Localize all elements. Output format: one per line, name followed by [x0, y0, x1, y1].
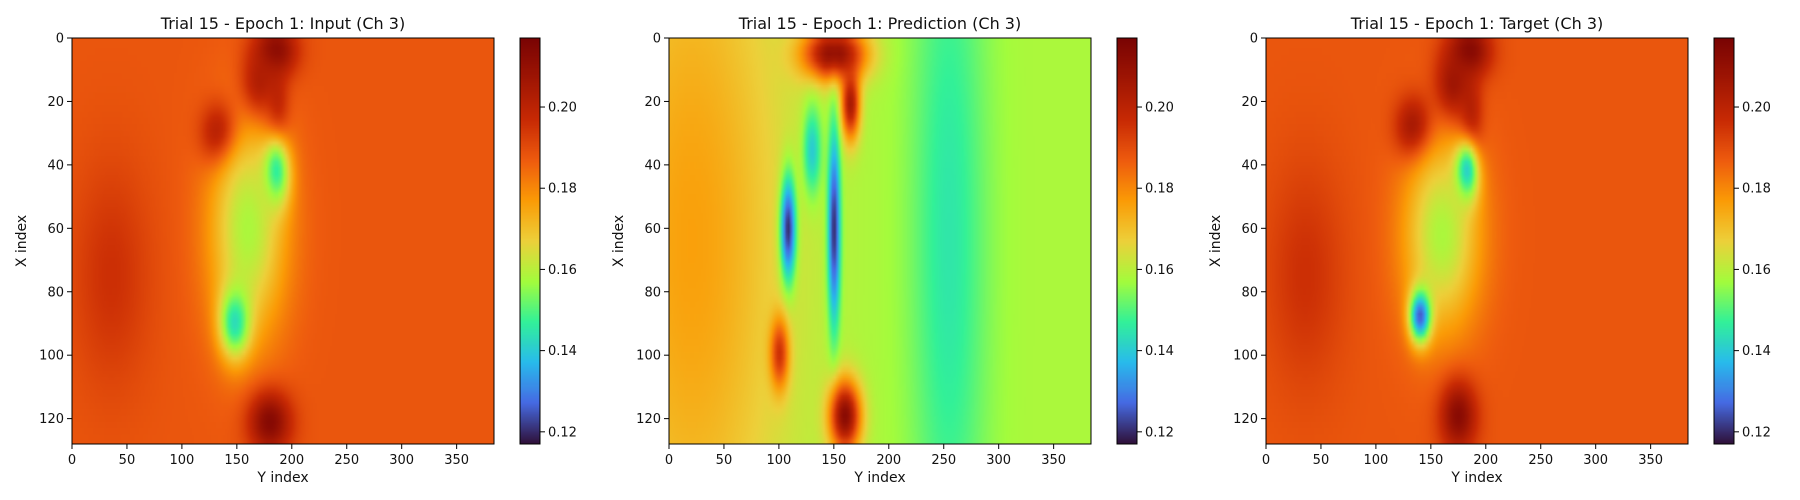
chart-title: Trial 15 - Epoch 1: Target (Ch 3) [1350, 14, 1603, 33]
axes-frame [71, 37, 495, 445]
x-tick-label: 50 [1313, 453, 1330, 468]
x-tick-label: 250 [931, 453, 956, 468]
x-tick-label: 250 [1528, 453, 1553, 468]
colorbar-tick-label: 0.14 [1145, 344, 1174, 359]
y-axis-label: X index [1208, 215, 1224, 267]
x-tick-label: 150 [224, 453, 249, 468]
axes-frame [1265, 37, 1689, 445]
colorbar-tick-label: 0.20 [1742, 101, 1771, 116]
colorbar-gradient [1714, 38, 1734, 444]
x-tick-label: 50 [119, 453, 136, 468]
y-tick-label: 120 [636, 412, 661, 427]
colorbar-tick-label: 0.12 [1145, 425, 1174, 440]
y-tick-label: 20 [47, 95, 64, 110]
y-tick-label: 80 [1241, 285, 1258, 300]
colorbar-tick-label: 0.20 [548, 101, 577, 116]
colorbar-gradient [520, 38, 540, 444]
x-tick-label: 100 [169, 453, 194, 468]
x-tick-label: 200 [876, 453, 901, 468]
y-tick-label: 0 [653, 32, 661, 47]
y-tick-label: 80 [644, 285, 661, 300]
x-tick-label: 350 [1638, 453, 1663, 468]
colorbar-tick-label: 0.16 [1742, 263, 1771, 278]
x-tick-label: 200 [1473, 453, 1498, 468]
colorbar-tick-label: 0.18 [1145, 182, 1174, 197]
y-tick-label: 100 [636, 349, 661, 364]
axes-frame [668, 37, 1092, 445]
x-tick-label: 50 [716, 453, 733, 468]
y-tick-label: 60 [47, 222, 64, 237]
y-tick-label: 80 [47, 285, 64, 300]
x-tick-label: 150 [821, 453, 846, 468]
y-tick-label: 100 [1233, 349, 1258, 364]
colorbar-tick-label: 0.12 [1742, 425, 1771, 440]
heatmap-panel-2: Trial 15 - Epoch 1: Prediction (Ch 3) 0 50… [611, 14, 1174, 486]
colorbar-frame [1116, 37, 1138, 445]
x-tick-label: 350 [1041, 453, 1066, 468]
colorbar-frame [1713, 37, 1735, 445]
colorbar-tick-label: 0.20 [1145, 101, 1174, 116]
y-tick-label: 100 [39, 349, 64, 364]
colorbar-tick-label: 0.18 [1742, 182, 1771, 197]
y-tick-label: 120 [1233, 412, 1258, 427]
y-axis-label: X index [611, 215, 627, 267]
x-axis-label: Y index [1450, 470, 1502, 486]
y-tick-label: 40 [1241, 158, 1258, 173]
y-tick-label: 0 [1250, 32, 1258, 47]
y-tick-label: 60 [1241, 222, 1258, 237]
colorbar-tick-label: 0.16 [1145, 263, 1174, 278]
colorbar-tick-label: 0.16 [548, 263, 577, 278]
y-tick-label: 20 [1241, 95, 1258, 110]
y-tick-label: 120 [39, 412, 64, 427]
x-tick-label: 0 [68, 453, 76, 468]
heatmap-image [669, 38, 1091, 444]
heatmap-panel-3: Trial 15 - Epoch 1: Target (Ch 3) 0 50 100 1… [1208, 14, 1771, 486]
chart-title: Trial 15 - Epoch 1: Prediction (Ch 3) [738, 14, 1021, 33]
x-axis-label: Y index [853, 470, 905, 486]
colorbar-tick-label: 0.14 [548, 344, 577, 359]
chart-title: Trial 15 - Epoch 1: Input (Ch 3) [160, 14, 405, 33]
heatmap-image [1266, 38, 1688, 444]
y-tick-label: 20 [644, 95, 661, 110]
y-tick-label: 40 [47, 158, 64, 173]
x-tick-label: 350 [444, 453, 469, 468]
colorbar-gradient [1117, 38, 1137, 444]
y-axis-label: X index [14, 215, 30, 267]
x-axis-label: Y index [256, 470, 308, 486]
x-tick-label: 100 [766, 453, 791, 468]
colorbar-tick-label: 0.18 [548, 182, 577, 197]
x-tick-label: 200 [279, 453, 304, 468]
x-tick-label: 150 [1418, 453, 1443, 468]
colorbar-frame [519, 37, 541, 445]
colorbar-tick-label: 0.14 [1742, 344, 1771, 359]
y-tick-label: 0 [56, 32, 64, 47]
y-tick-label: 40 [644, 158, 661, 173]
x-tick-label: 300 [389, 453, 414, 468]
heatmap-image [72, 38, 494, 444]
x-tick-label: 100 [1363, 453, 1388, 468]
heatmap-panel-1: Trial 15 - Epoch 1: Input (Ch 3) 0 50 100 15… [14, 14, 577, 486]
x-tick-label: 0 [665, 453, 673, 468]
x-tick-label: 0 [1262, 453, 1270, 468]
colorbar-tick-label: 0.12 [548, 425, 577, 440]
y-tick-label: 60 [644, 222, 661, 237]
x-tick-label: 250 [334, 453, 359, 468]
x-tick-label: 300 [986, 453, 1011, 468]
x-tick-label: 300 [1583, 453, 1608, 468]
